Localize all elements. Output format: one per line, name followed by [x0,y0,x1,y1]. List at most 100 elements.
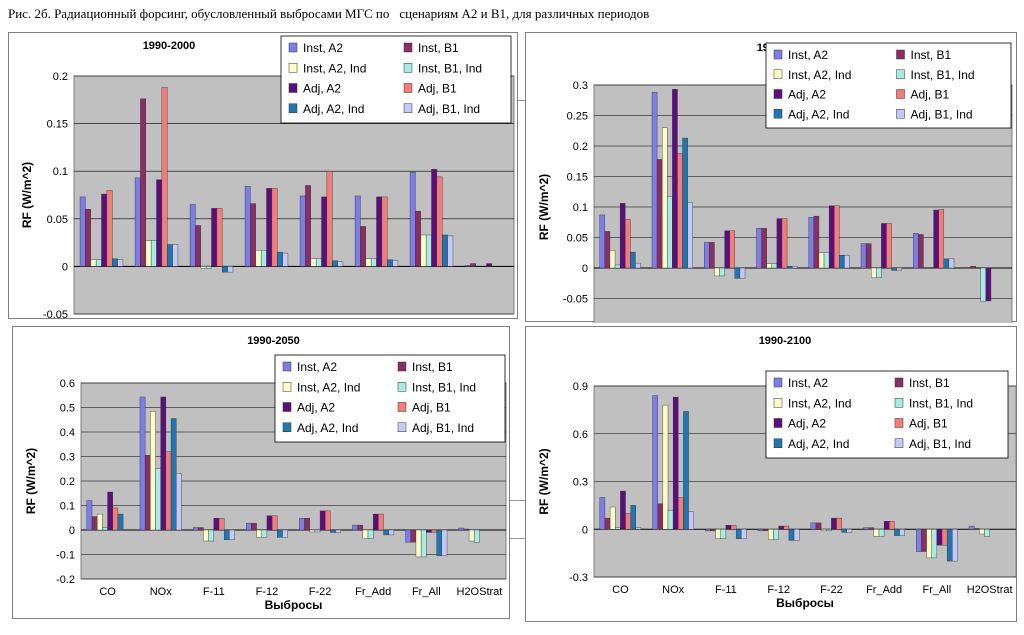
bar [139,396,146,531]
bar [266,515,273,531]
y-axis-label: RF (W/m^2) [537,448,551,514]
bar [926,529,932,559]
bar [112,258,118,267]
bar [985,267,992,302]
legend-label: Inst, B1 [412,360,453,374]
y-tick-label: 0 [62,261,68,273]
bar [198,527,204,531]
bar [305,185,311,267]
bar [155,468,161,531]
bar [410,529,417,543]
y-tick-label: 0.05 [567,233,588,245]
y-axis-label: RF (W/m^2) [20,162,34,228]
y-tick-label: 0.15 [47,119,68,131]
bar [176,472,182,531]
bar [688,511,694,530]
y-axis-label: RF (W/m^2) [537,174,551,240]
bar [889,521,895,530]
bar [756,228,762,269]
bar [337,261,344,267]
connector-line [508,500,526,501]
bar [710,529,716,532]
bar [773,529,779,540]
bar [918,234,924,269]
bar [189,204,196,267]
bar [793,529,800,541]
y-tick-label: 0.2 [573,141,588,153]
y-tick-label: 0.2 [60,476,75,488]
bar [90,259,97,267]
bar [984,529,990,537]
legend [765,42,1012,129]
bar [415,529,422,558]
bar [757,529,764,532]
y-tick-label: 0.3 [573,477,588,489]
bar [195,225,201,267]
chart-title: 1990-2050 [247,335,300,347]
bar [229,529,235,541]
legend-swatch [773,49,783,60]
bar [378,513,384,531]
bar [709,242,715,269]
x-tick-label: NOx [662,584,685,596]
legend-swatch [397,422,407,432]
bar [678,497,684,530]
bar [873,529,880,537]
bar [886,223,892,269]
bar [724,230,730,269]
bar [352,524,358,531]
legend-swatch [773,418,783,428]
bar [762,529,769,532]
bar [604,517,611,530]
bar [899,529,905,536]
bar [599,214,606,269]
bar [609,250,616,269]
bar [948,258,955,269]
bar [734,267,741,279]
bar [826,529,832,532]
bar [192,527,199,531]
y-tick-label: 0.6 [60,378,75,390]
bar [938,209,945,269]
bar [388,529,395,536]
bar [299,195,306,267]
bar [921,529,927,552]
bar [896,267,902,271]
bar [101,193,108,267]
x-tick-label: F-12 [256,586,279,598]
bar [106,190,113,267]
bar [420,234,427,267]
bar [170,418,177,531]
bar [244,186,251,267]
bar [387,259,393,267]
bar [609,506,616,530]
bar [222,266,228,273]
y-tick-label: 0.05 [47,214,68,226]
bar-chart-svg: -0.2 -0.1 0 0.1 0.2 0.3 0.4 0.5 0.6 CO NOx F-11 F-12… [24,335,507,612]
bar [729,230,736,269]
bar [715,529,721,540]
bar [271,515,278,531]
connector-line [508,538,526,539]
bar [167,244,173,267]
bar [91,516,98,531]
figure-caption: Рис. 2б. Радиационный форсинг, обусловле… [8,6,649,22]
bar [431,529,437,533]
x-tick-label: H2OStrat [457,586,503,598]
bar [271,188,278,267]
legend-swatch [282,382,292,392]
bar [788,529,795,541]
bar [828,205,835,269]
y-tick-label: 0.4 [60,427,75,439]
x-tick-label: CO [99,586,116,598]
legend-label: Inst, B1, Ind [911,68,975,82]
legend-label: Adj, B1 [418,82,457,96]
bar [261,529,268,538]
bar [735,529,742,540]
bar [96,513,103,531]
bar [783,525,790,530]
bar [315,258,322,267]
legend-label: Adj, B1 [412,401,451,415]
bar [102,527,108,531]
bar [846,529,853,533]
